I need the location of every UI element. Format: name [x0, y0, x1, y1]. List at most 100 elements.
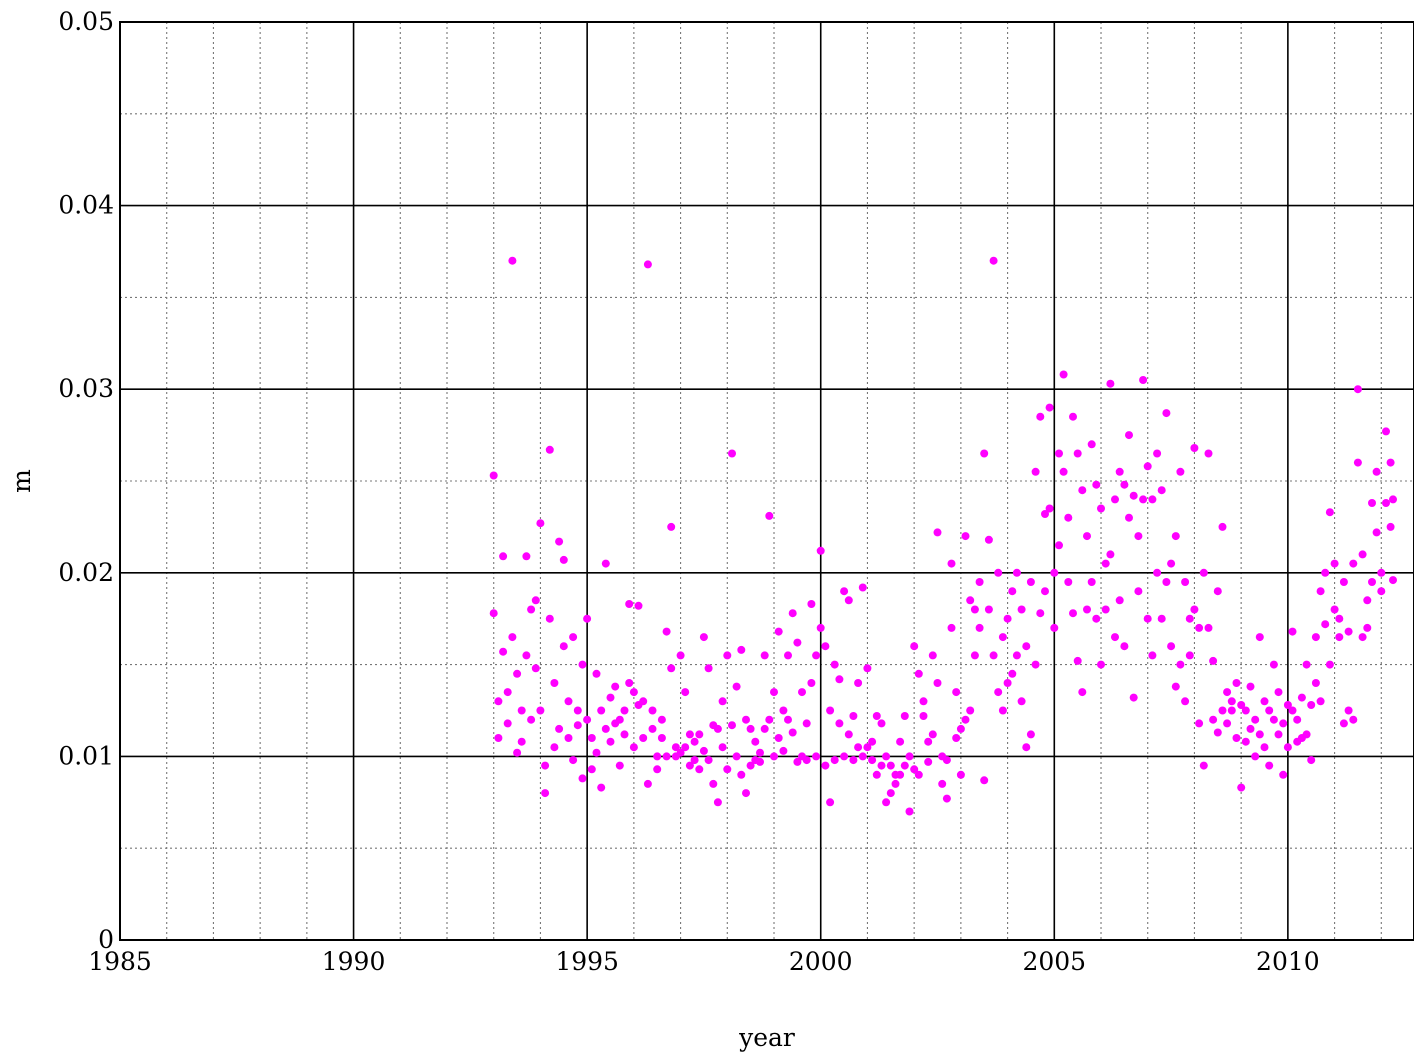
data-point: [569, 756, 578, 765]
data-point: [1302, 660, 1311, 669]
data-point: [1223, 688, 1232, 697]
data-point: [1050, 568, 1059, 577]
data-point: [1185, 614, 1194, 623]
data-point: [802, 756, 811, 765]
data-point: [597, 706, 606, 715]
data-point: [835, 719, 844, 728]
data-point: [807, 679, 816, 687]
data-point: [657, 734, 666, 742]
data-point: [872, 770, 881, 779]
x-tick-label: 1990: [322, 947, 386, 976]
data-point: [1125, 431, 1133, 440]
data-point: [760, 724, 769, 733]
data-point: [844, 596, 853, 605]
data-point: [1069, 609, 1077, 618]
data-point: [527, 605, 536, 614]
x-axis-label: year: [738, 1023, 795, 1052]
data-point: [1176, 467, 1185, 476]
data-point: [840, 752, 849, 761]
data-point: [1353, 458, 1362, 467]
data-point: [513, 748, 522, 757]
data-point: [1036, 609, 1045, 618]
data-point: [1078, 486, 1087, 495]
data-point: [1307, 756, 1316, 765]
data-point: [812, 651, 821, 660]
data-point: [1279, 770, 1288, 779]
data-point: [765, 511, 774, 520]
data-point: [1311, 679, 1320, 687]
data-point: [1199, 568, 1208, 577]
data-point: [868, 737, 877, 746]
data-point: [1358, 633, 1367, 642]
data-point: [1115, 596, 1124, 605]
data-point: [961, 532, 970, 541]
data-point: [1209, 656, 1218, 665]
data-point: [793, 757, 802, 766]
data-point: [956, 724, 965, 733]
data-point: [1185, 651, 1194, 660]
data-point: [742, 715, 750, 724]
data-point: [1008, 669, 1017, 678]
data-point: [564, 734, 573, 742]
data-point: [1321, 568, 1330, 577]
data-point: [1143, 614, 1152, 623]
x-tick-label: 1995: [555, 947, 619, 976]
data-point: [1181, 578, 1190, 586]
data-point: [1026, 730, 1035, 739]
data-point: [924, 757, 933, 766]
data-point: [1204, 623, 1213, 632]
data-point: [835, 675, 844, 684]
data-point: [1069, 412, 1077, 421]
data-point: [956, 770, 965, 779]
data-point: [1022, 743, 1031, 752]
data-point: [877, 761, 886, 770]
data-point: [942, 794, 951, 803]
data-point: [760, 651, 769, 660]
y-axis-label: m: [7, 469, 36, 493]
data-point: [849, 712, 858, 720]
data-point: [1227, 697, 1236, 706]
data-point: [662, 627, 671, 636]
data-point: [984, 535, 993, 544]
data-point: [494, 734, 503, 742]
data-point: [975, 623, 984, 632]
data-point: [942, 756, 951, 765]
data-point: [541, 789, 550, 798]
data-point: [1382, 499, 1390, 507]
data-point: [606, 737, 615, 746]
data-point: [886, 761, 895, 770]
data-point: [812, 752, 821, 761]
data-point: [1382, 427, 1390, 436]
data-point: [1330, 605, 1339, 614]
data-point: [919, 697, 928, 706]
data-point: [643, 260, 652, 269]
data-point: [1031, 467, 1040, 476]
data-point: [1055, 541, 1063, 550]
data-point: [952, 688, 961, 697]
data-point: [952, 734, 961, 742]
y-tick-label: 0.01: [58, 741, 114, 770]
data-point: [1218, 522, 1227, 531]
x-tick-label: 1985: [88, 947, 152, 976]
data-point: [625, 679, 634, 687]
data-point: [1190, 444, 1199, 452]
data-point: [1153, 568, 1162, 577]
data-point: [1241, 737, 1250, 746]
data-point: [732, 752, 741, 761]
data-point: [1321, 620, 1330, 629]
data-point: [1120, 642, 1129, 651]
data-point: [998, 633, 1007, 642]
data-point: [984, 605, 993, 614]
data-point: [1204, 449, 1213, 458]
data-point: [1325, 660, 1334, 669]
data-point: [1003, 679, 1012, 687]
data-point: [1139, 376, 1148, 384]
data-point: [1363, 623, 1372, 632]
data-point: [578, 774, 587, 783]
data-point: [1097, 504, 1105, 513]
data-point: [676, 748, 685, 757]
data-point: [639, 697, 648, 706]
data-point: [583, 614, 592, 623]
data-point: [816, 623, 825, 632]
data-point: [615, 715, 624, 724]
